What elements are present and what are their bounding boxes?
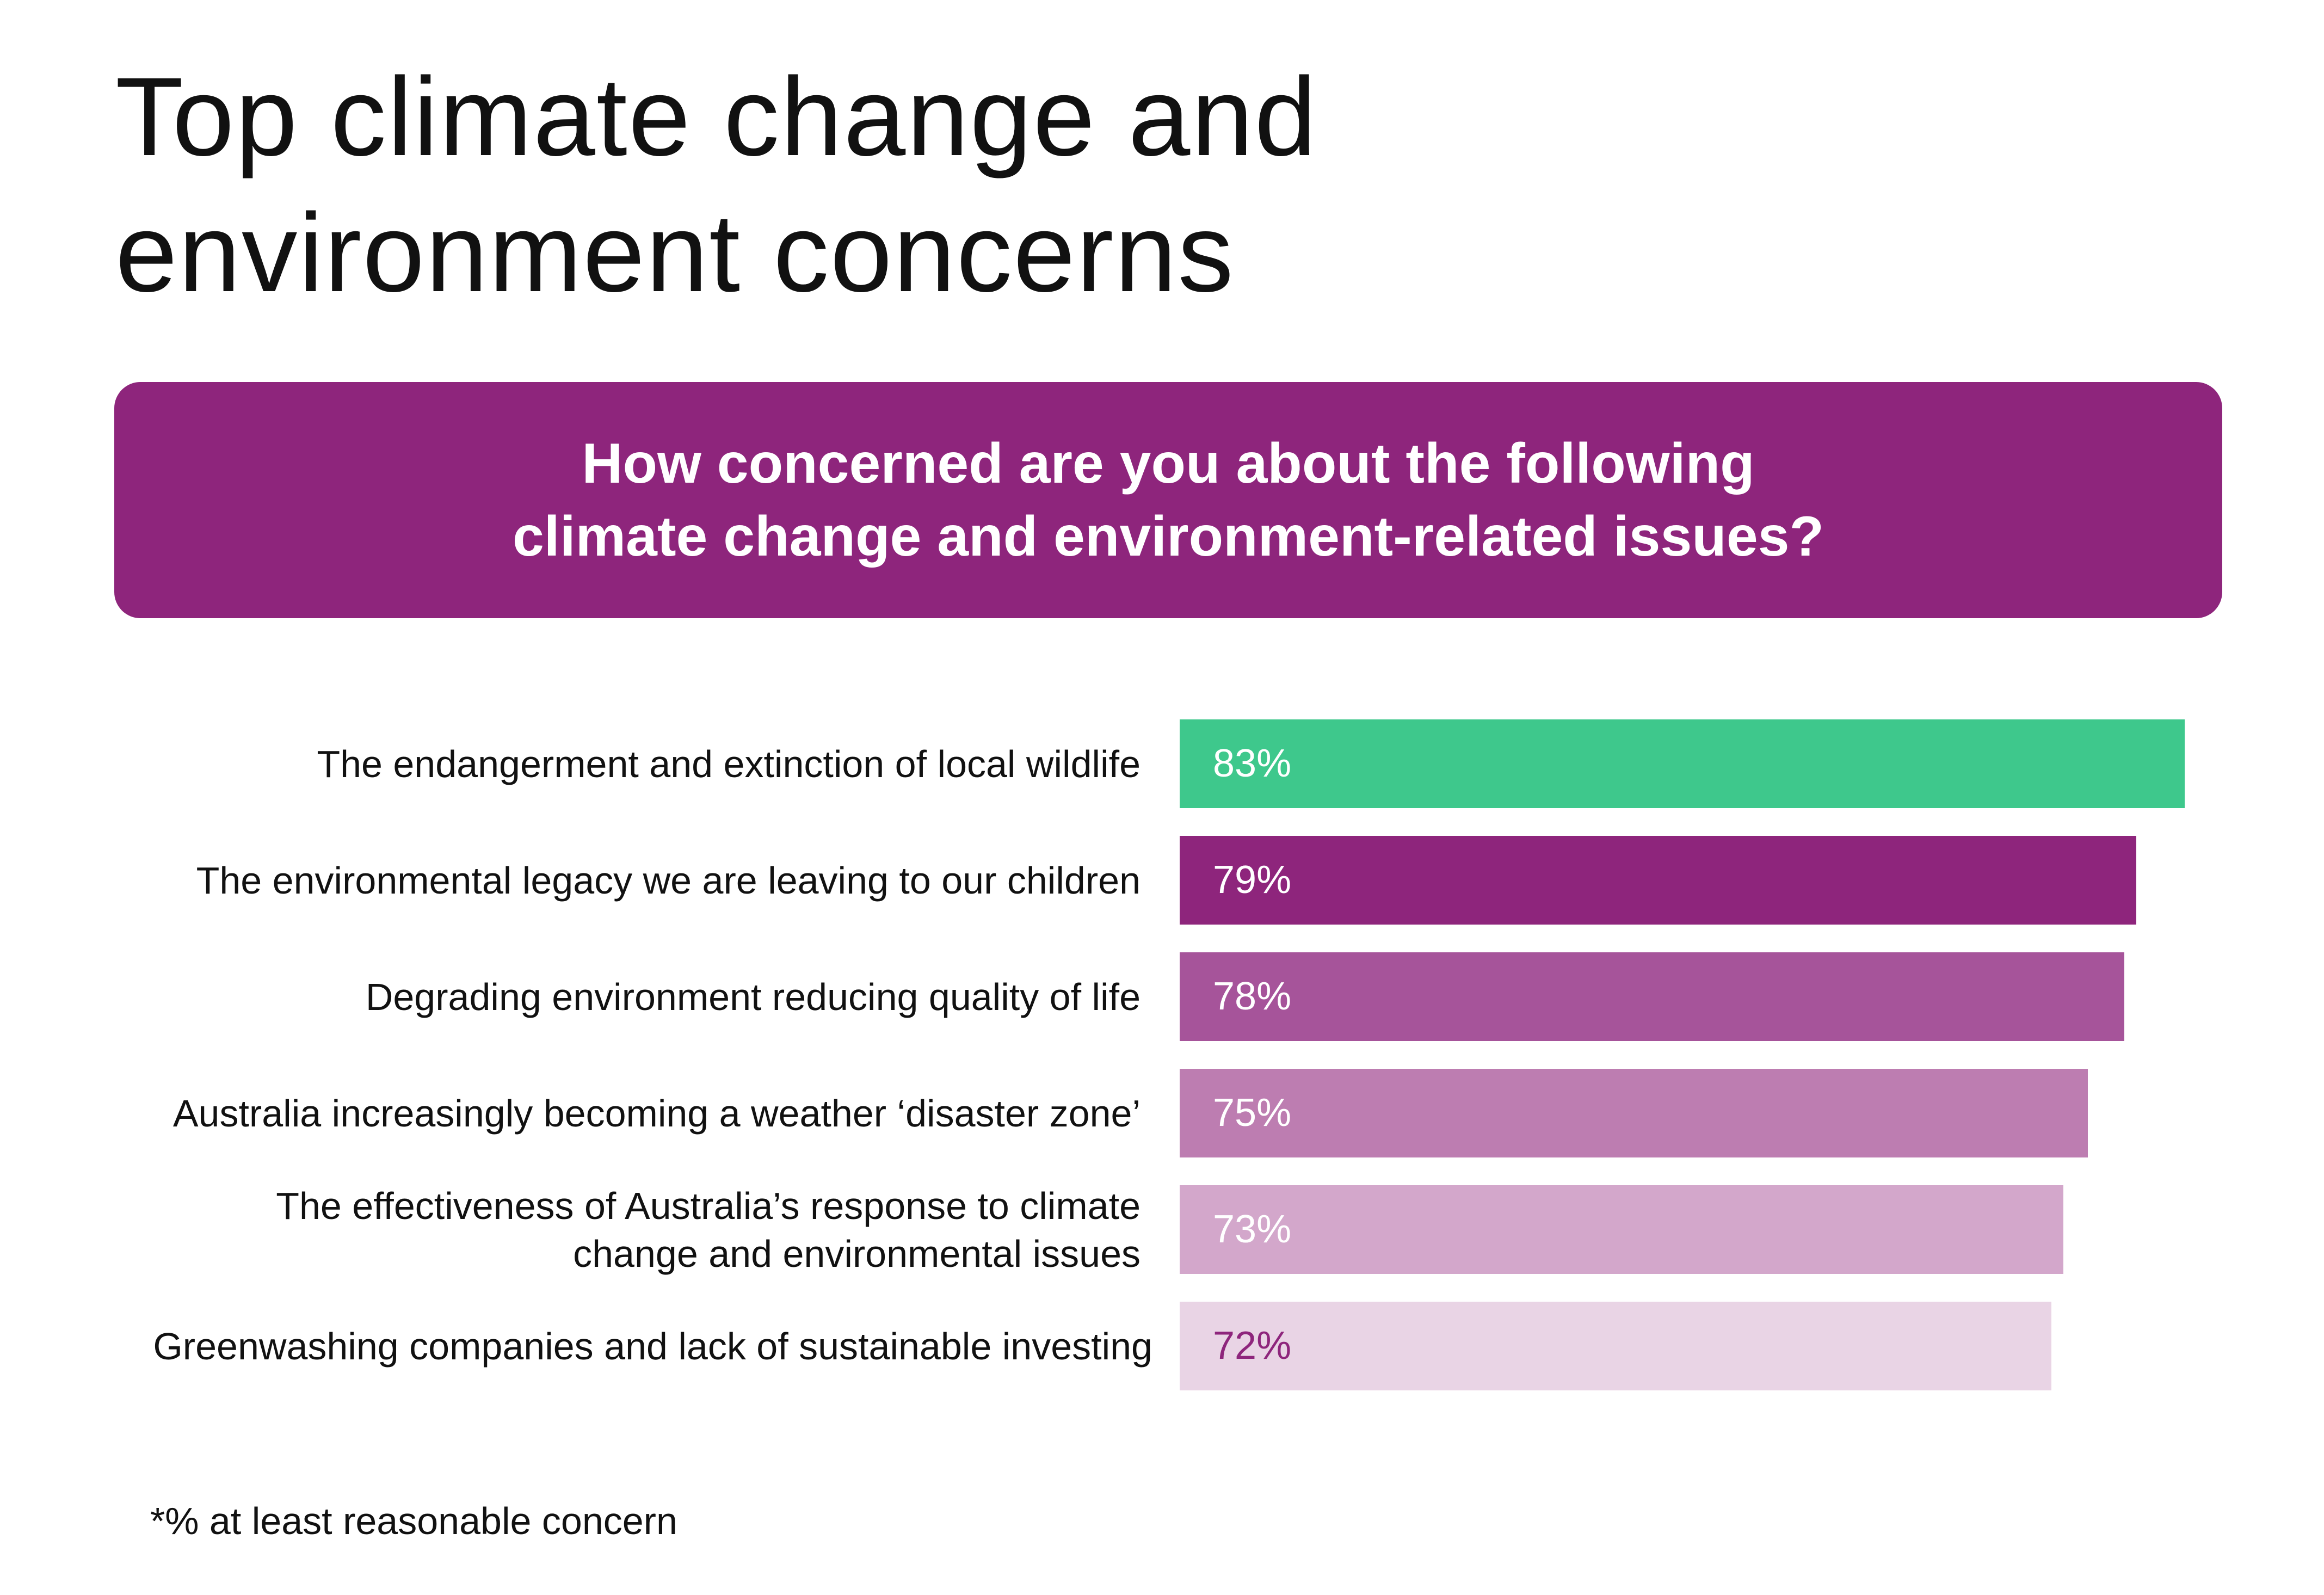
category-label-line: Australia increasingly becoming a weathe… xyxy=(172,1092,1141,1135)
category-label: Degrading environment reducing quality o… xyxy=(366,973,1141,1021)
data-label: 75% xyxy=(1213,1091,1292,1135)
question-line-1: How concerned are you about the followin… xyxy=(582,432,1755,495)
bar xyxy=(1180,1069,2088,1157)
category-label-line: The endangerment and extinction of local… xyxy=(317,742,1141,785)
bar xyxy=(1180,952,2124,1041)
category-label: The environmental legacy we are leaving … xyxy=(196,857,1141,904)
category-label-line: Greenwashing companies and lack of susta… xyxy=(153,1325,1152,1368)
title-line-2: environment concerns xyxy=(115,190,1235,315)
category-label-line: change and environmental issues xyxy=(573,1232,1141,1275)
category-label: The endangerment and extinction of local… xyxy=(317,740,1141,788)
bar xyxy=(1180,719,2185,808)
data-label: 79% xyxy=(1213,858,1292,902)
bar xyxy=(1180,836,2136,925)
data-label: 73% xyxy=(1213,1208,1292,1251)
category-label: The effectiveness of Australia’s respons… xyxy=(276,1182,1141,1278)
data-label: 72% xyxy=(1213,1324,1292,1368)
category-label-line: Degrading environment reducing quality o… xyxy=(365,975,1141,1018)
bar xyxy=(1180,1185,2064,1274)
category-label: Australia increasingly becoming a weathe… xyxy=(173,1089,1141,1137)
category-label-line: The environmental legacy we are leaving … xyxy=(196,859,1141,902)
data-label: 83% xyxy=(1213,742,1292,785)
bar xyxy=(1180,1302,2051,1390)
data-label: 78% xyxy=(1213,975,1292,1018)
category-label-line: The effectiveness of Australia’s respons… xyxy=(276,1184,1141,1227)
title-line-1: Top climate change and xyxy=(115,54,1318,179)
category-label: Greenwashing companies and lack of susta… xyxy=(153,1322,1152,1370)
footnote: *% at least reasonable concern xyxy=(150,1500,677,1542)
question-line-2: climate change and environment-related i… xyxy=(512,505,1824,568)
page-title: Top climate change and environment conce… xyxy=(115,49,1317,321)
question-banner: How concerned are you about the followin… xyxy=(114,382,2222,618)
